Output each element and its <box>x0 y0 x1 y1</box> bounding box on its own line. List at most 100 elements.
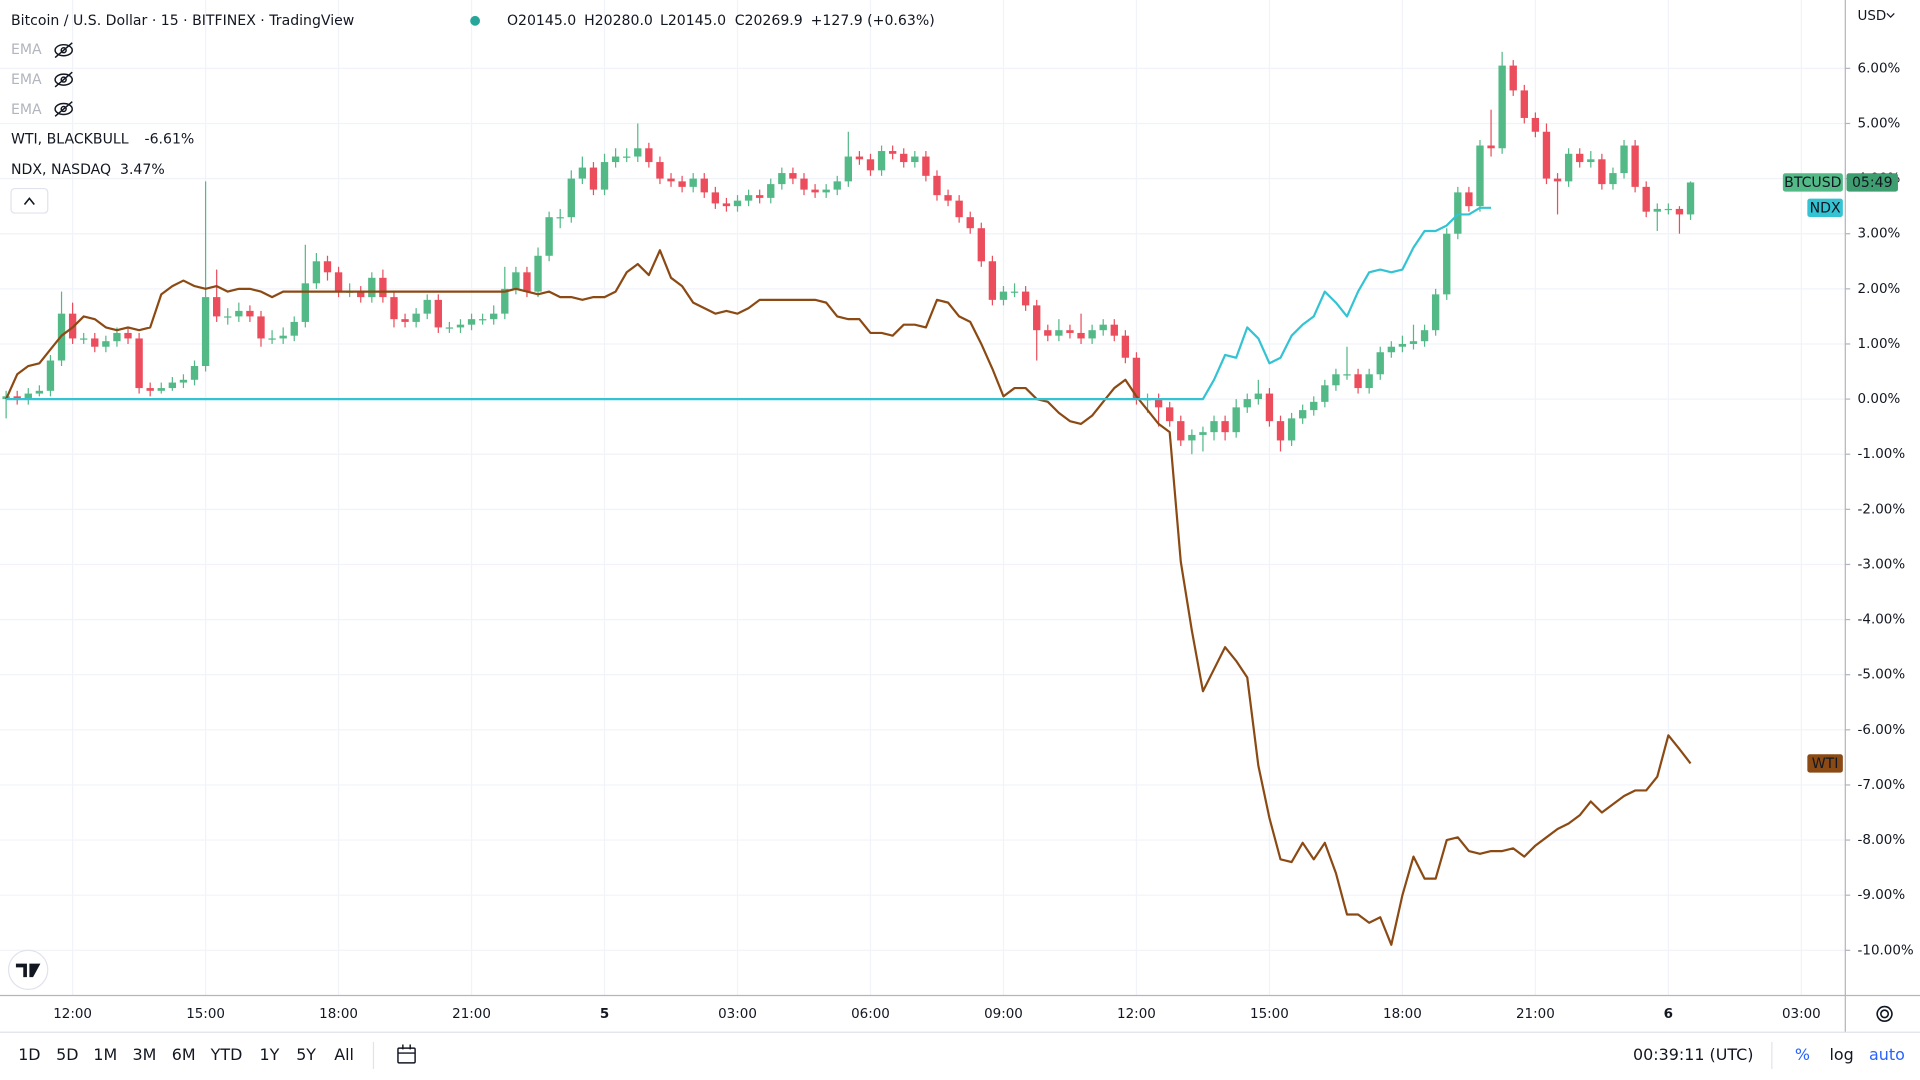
candle-body <box>1254 393 1263 400</box>
goto-date-icon[interactable] <box>397 1044 416 1064</box>
legend-name[interactable]: NDX, NASDAQ <box>11 162 111 178</box>
range-button[interactable]: All <box>334 1045 354 1064</box>
candle-body <box>312 261 321 284</box>
candle-body <box>512 272 520 289</box>
candle-body <box>1587 159 1595 163</box>
scale-option[interactable]: % <box>1795 1045 1810 1064</box>
y-tick-label: -5.00% <box>1858 668 1906 683</box>
indicator-label[interactable]: EMA <box>11 102 42 118</box>
eye-off-icon[interactable] <box>54 71 73 88</box>
collapse-legend-button[interactable] <box>10 187 49 214</box>
candle-body <box>24 393 32 400</box>
price-tag: BTCUSD <box>1784 175 1842 191</box>
candle-body <box>1299 410 1307 419</box>
x-tick-label: 12:00 <box>53 1007 92 1022</box>
ohlc-readout: O20145.0 <box>507 13 576 29</box>
candle-body <box>700 178 708 193</box>
range-button[interactable]: 3M <box>133 1045 157 1064</box>
candle-body <box>1321 385 1329 402</box>
candle-body <box>1564 153 1573 182</box>
series-tag: NDX <box>1810 200 1841 216</box>
y-tick-label: 1.00% <box>1858 337 1901 352</box>
scale-option[interactable]: auto <box>1869 1045 1905 1064</box>
candle-body <box>1177 421 1185 441</box>
chart-title: Bitcoin / U.S. Dollar · 15 · BITFINEX · … <box>11 13 354 29</box>
candle-body <box>213 297 221 317</box>
candle-body <box>1664 208 1673 211</box>
candle-body <box>46 360 55 391</box>
x-tick-label: 21:00 <box>1516 1007 1555 1022</box>
candle-body <box>102 341 110 347</box>
range-button[interactable]: 6M <box>172 1045 196 1064</box>
range-button[interactable]: 1Y <box>259 1045 279 1064</box>
candle-body <box>257 316 265 339</box>
y-tick-label: -6.00% <box>1858 723 1906 738</box>
candle-body <box>157 388 165 391</box>
candle-body <box>1420 330 1429 342</box>
x-tick-label: 03:00 <box>1782 1007 1821 1022</box>
settings-icon[interactable] <box>1876 1005 1893 1022</box>
candle-body <box>1232 407 1240 433</box>
range-button[interactable]: 1D <box>18 1045 40 1064</box>
candle-body <box>888 151 897 154</box>
range-button[interactable]: YTD <box>210 1045 243 1064</box>
candle-body <box>179 379 188 383</box>
candle-body <box>1409 341 1418 344</box>
candle-body <box>1431 294 1440 331</box>
candle-body <box>124 332 132 339</box>
series-tag-box <box>1807 198 1843 217</box>
candle-body <box>900 153 908 163</box>
indicator-label[interactable]: EMA <box>11 72 42 88</box>
currency-label[interactable]: USD <box>1858 9 1887 24</box>
candle-body <box>733 200 742 207</box>
candle-body <box>1265 393 1274 422</box>
candle-body <box>1675 208 1684 215</box>
candle-body <box>1010 291 1019 293</box>
candle-body <box>1354 374 1362 389</box>
candle-body <box>1465 192 1473 207</box>
range-button[interactable]: 1M <box>93 1045 117 1064</box>
candle-body <box>224 316 232 318</box>
candle-body <box>1476 145 1484 207</box>
candle-body <box>1343 374 1351 376</box>
candle-body <box>301 283 309 322</box>
eye-off-icon[interactable] <box>54 42 73 59</box>
range-button[interactable]: 5Y <box>296 1045 316 1064</box>
candle-body <box>855 156 864 160</box>
ohlc-readout: L20145.0 <box>660 13 726 29</box>
candle-body <box>578 167 587 179</box>
countdown: 05:49 <box>1852 175 1893 191</box>
legend-name[interactable]: WTI, BLACKBULL <box>11 132 129 148</box>
candle-body <box>1376 352 1384 375</box>
candle-body <box>623 156 631 158</box>
candle-body <box>844 156 852 182</box>
candle-body <box>988 261 997 300</box>
x-tick-label: 15:00 <box>186 1007 225 1022</box>
indicator-label[interactable]: EMA <box>11 42 42 58</box>
logo[interactable] <box>7 949 49 990</box>
candle-body <box>368 277 376 298</box>
hidden-icons <box>54 42 73 117</box>
candle-body <box>678 181 686 187</box>
candle-body <box>534 255 542 292</box>
candle-body <box>13 396 21 400</box>
eye-off-icon[interactable] <box>54 101 73 117</box>
candle-body <box>1210 421 1218 433</box>
candle-body <box>1443 233 1451 295</box>
candle-body <box>911 156 919 163</box>
range-button[interactable]: 5D <box>56 1045 78 1064</box>
candle-body <box>168 382 177 389</box>
currency-caret[interactable] <box>1886 13 1895 19</box>
candle-body <box>412 313 420 322</box>
candle-body <box>1121 335 1130 358</box>
candle-body <box>545 217 553 256</box>
scale-option[interactable]: log <box>1830 1045 1854 1064</box>
candle-body <box>1653 208 1661 212</box>
y-tick-label: -4.00% <box>1858 613 1906 628</box>
candle-body <box>1310 401 1318 411</box>
candle-body <box>656 162 664 179</box>
candle-body <box>1620 145 1628 174</box>
x-tick-label: 21:00 <box>452 1007 491 1022</box>
